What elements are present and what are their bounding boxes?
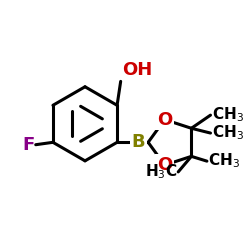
Text: CH$_3$: CH$_3$ (212, 106, 244, 124)
Text: H$_3$C: H$_3$C (145, 162, 177, 181)
Text: B: B (132, 133, 145, 151)
Text: CH$_3$: CH$_3$ (208, 152, 240, 171)
Text: CH$_3$: CH$_3$ (212, 124, 244, 142)
Text: OH: OH (122, 62, 153, 80)
Text: O: O (157, 156, 172, 174)
Text: F: F (22, 136, 34, 154)
Text: O: O (157, 110, 172, 128)
